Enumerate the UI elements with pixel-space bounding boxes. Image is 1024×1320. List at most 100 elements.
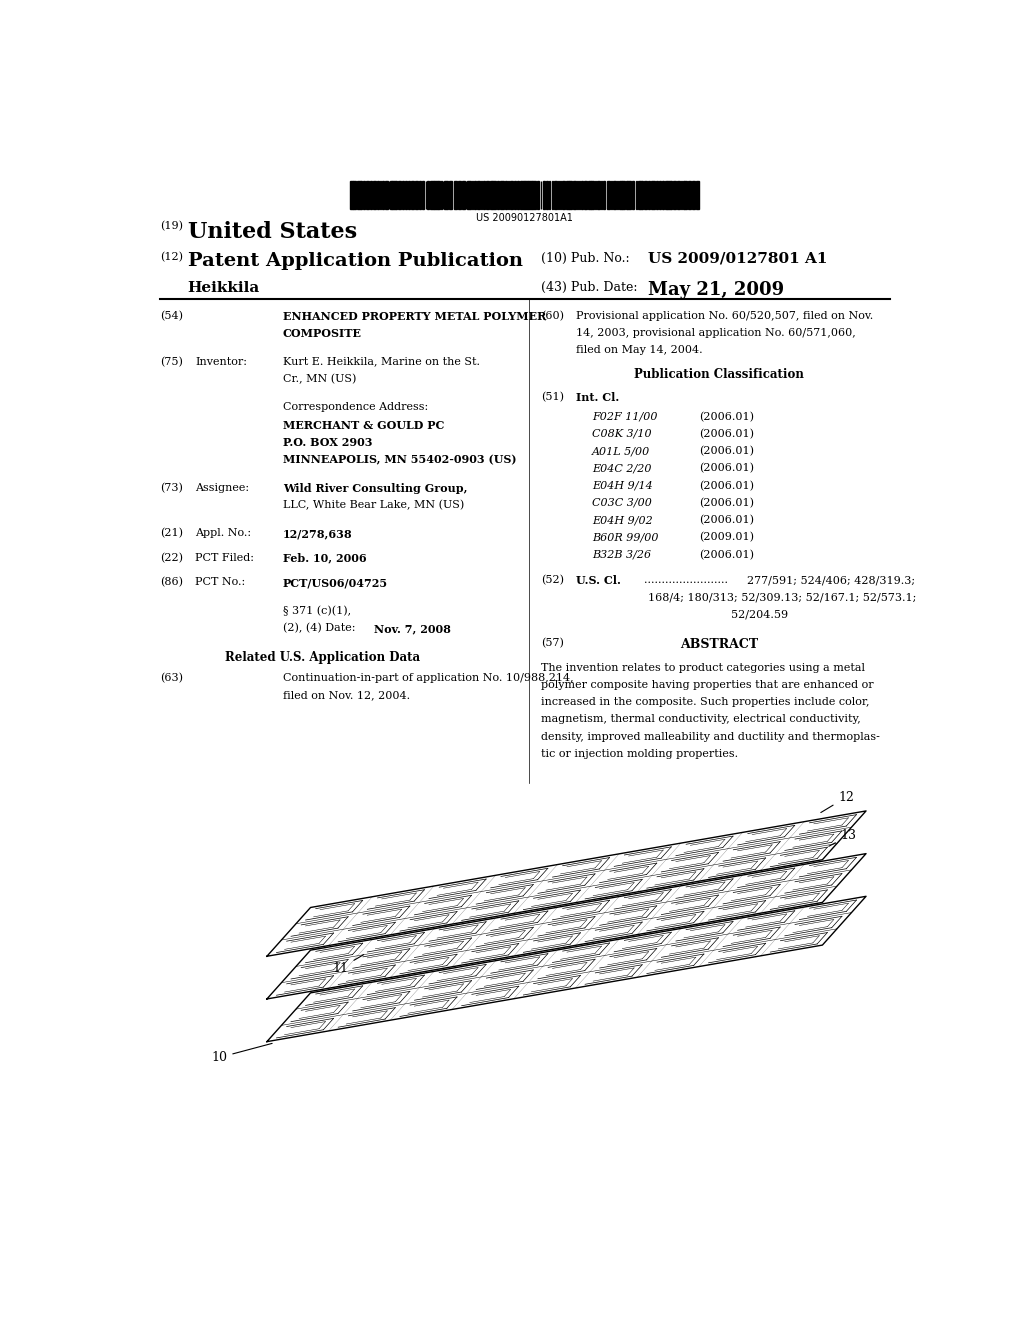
Bar (366, 181, 369, 210)
Text: polymer composite having properties that are enhanced or: polymer composite having properties that… (541, 680, 873, 690)
Bar (385, 181, 388, 210)
Text: Nov. 7, 2008: Nov. 7, 2008 (374, 623, 451, 634)
Text: 13: 13 (828, 829, 857, 846)
Text: (75): (75) (160, 356, 182, 367)
Text: LLC, White Bear Lake, MN (US): LLC, White Bear Lake, MN (US) (283, 500, 464, 511)
Text: C08K 3/10: C08K 3/10 (592, 429, 652, 438)
Text: United States: United States (187, 222, 356, 243)
Text: Assignee:: Assignee: (196, 483, 250, 492)
Bar (532, 181, 536, 210)
Text: (21): (21) (160, 528, 182, 539)
Bar (636, 181, 637, 210)
Text: Publication Classification: Publication Classification (634, 368, 804, 380)
Bar (603, 181, 605, 210)
Text: (2), (4) Date:: (2), (4) Date: (283, 623, 355, 634)
Text: (2006.01): (2006.01) (699, 446, 755, 457)
Text: Int. Cl.: Int. Cl. (577, 392, 620, 403)
Text: (43) Pub. Date:: (43) Pub. Date: (541, 281, 637, 294)
Bar (688, 181, 691, 210)
Bar (696, 181, 699, 210)
Text: Wild River Consulting Group,: Wild River Consulting Group, (283, 483, 467, 494)
Text: ENHANCED PROPERTY METAL POLYMER: ENHANCED PROPERTY METAL POLYMER (283, 312, 546, 322)
Text: Heikkila: Heikkila (187, 281, 260, 296)
Bar (565, 181, 569, 210)
Text: (2009.01): (2009.01) (699, 532, 755, 543)
Text: 10: 10 (211, 1043, 272, 1064)
Bar (606, 181, 610, 210)
Bar (644, 181, 647, 210)
Bar (408, 181, 411, 210)
Bar (382, 181, 384, 210)
Text: 14, 2003, provisional application No. 60/571,060,: 14, 2003, provisional application No. 60… (577, 329, 856, 338)
Text: E04H 9/02: E04H 9/02 (592, 515, 653, 525)
Text: 12/278,638: 12/278,638 (283, 528, 352, 540)
Text: C03C 3/00: C03C 3/00 (592, 498, 652, 508)
Bar (380, 181, 381, 210)
Text: tic or injection molding properties.: tic or injection molding properties. (541, 748, 738, 759)
Bar (497, 181, 500, 210)
Bar (353, 181, 356, 210)
Bar (390, 181, 392, 210)
Text: US 2009/0127801 A1: US 2009/0127801 A1 (648, 252, 827, 265)
Text: filed on Nov. 12, 2004.: filed on Nov. 12, 2004. (283, 690, 410, 700)
Bar (485, 181, 489, 210)
Text: (60): (60) (541, 312, 563, 321)
Bar (419, 181, 421, 210)
Text: 168/4; 180/313; 52/309.13; 52/167.1; 52/573.1;: 168/4; 180/313; 52/309.13; 52/167.1; 52/… (648, 593, 916, 602)
Text: COMPOSITE: COMPOSITE (283, 329, 361, 339)
Text: Provisional application No. 60/520,507, filed on Nov.: Provisional application No. 60/520,507, … (577, 312, 873, 321)
Bar (549, 181, 551, 210)
Bar (692, 181, 695, 210)
Bar (489, 181, 492, 210)
Text: Inventor:: Inventor: (196, 356, 248, 367)
Bar (458, 181, 461, 210)
Bar (684, 181, 687, 210)
Bar (562, 181, 565, 210)
Bar (632, 181, 634, 210)
Bar (508, 181, 510, 210)
Text: (10) Pub. No.:: (10) Pub. No.: (541, 252, 630, 265)
Text: (12): (12) (160, 252, 182, 263)
Text: E04C 2/20: E04C 2/20 (592, 463, 651, 474)
Text: increased in the composite. Such properties include color,: increased in the composite. Such propert… (541, 697, 869, 708)
Bar (427, 181, 429, 210)
Bar (658, 181, 662, 210)
Bar (514, 181, 515, 210)
Bar (415, 181, 418, 210)
Bar (398, 181, 401, 210)
Text: PCT Filed:: PCT Filed: (196, 553, 254, 562)
Bar (622, 181, 625, 210)
Text: density, improved malleability and ductility and thermoplas-: density, improved malleability and ducti… (541, 731, 880, 742)
Bar (677, 181, 680, 210)
Bar (493, 181, 496, 210)
Text: PCT No.:: PCT No.: (196, 577, 246, 587)
Bar (474, 181, 476, 210)
Bar (392, 181, 396, 210)
Text: (54): (54) (160, 312, 182, 321)
Bar (449, 181, 453, 210)
Bar (592, 181, 594, 210)
Text: (2006.01): (2006.01) (699, 515, 755, 525)
Text: 277/591; 524/406; 428/319.3;: 277/591; 524/406; 428/319.3; (746, 576, 915, 585)
Text: US 20090127801A1: US 20090127801A1 (476, 214, 573, 223)
Bar (467, 181, 471, 210)
Text: (2006.01): (2006.01) (699, 549, 755, 560)
Text: PCT/US06/04725: PCT/US06/04725 (283, 577, 388, 589)
Bar (434, 181, 437, 210)
Bar (521, 181, 523, 210)
Bar (505, 181, 507, 210)
Text: (2006.01): (2006.01) (699, 429, 755, 440)
Text: (22): (22) (160, 553, 182, 564)
Bar (501, 181, 504, 210)
Text: (57): (57) (541, 638, 563, 648)
Bar (462, 181, 465, 210)
Bar (411, 181, 414, 210)
Text: Continuation-in-part of application No. 10/988,214,: Continuation-in-part of application No. … (283, 673, 573, 682)
Text: A01L 5/00: A01L 5/00 (592, 446, 650, 455)
Text: 52/204.59: 52/204.59 (731, 610, 788, 619)
Bar (362, 181, 365, 210)
Bar (546, 181, 548, 210)
Text: P.O. BOX 2903: P.O. BOX 2903 (283, 437, 373, 447)
Bar (422, 181, 424, 210)
Text: (86): (86) (160, 577, 182, 587)
